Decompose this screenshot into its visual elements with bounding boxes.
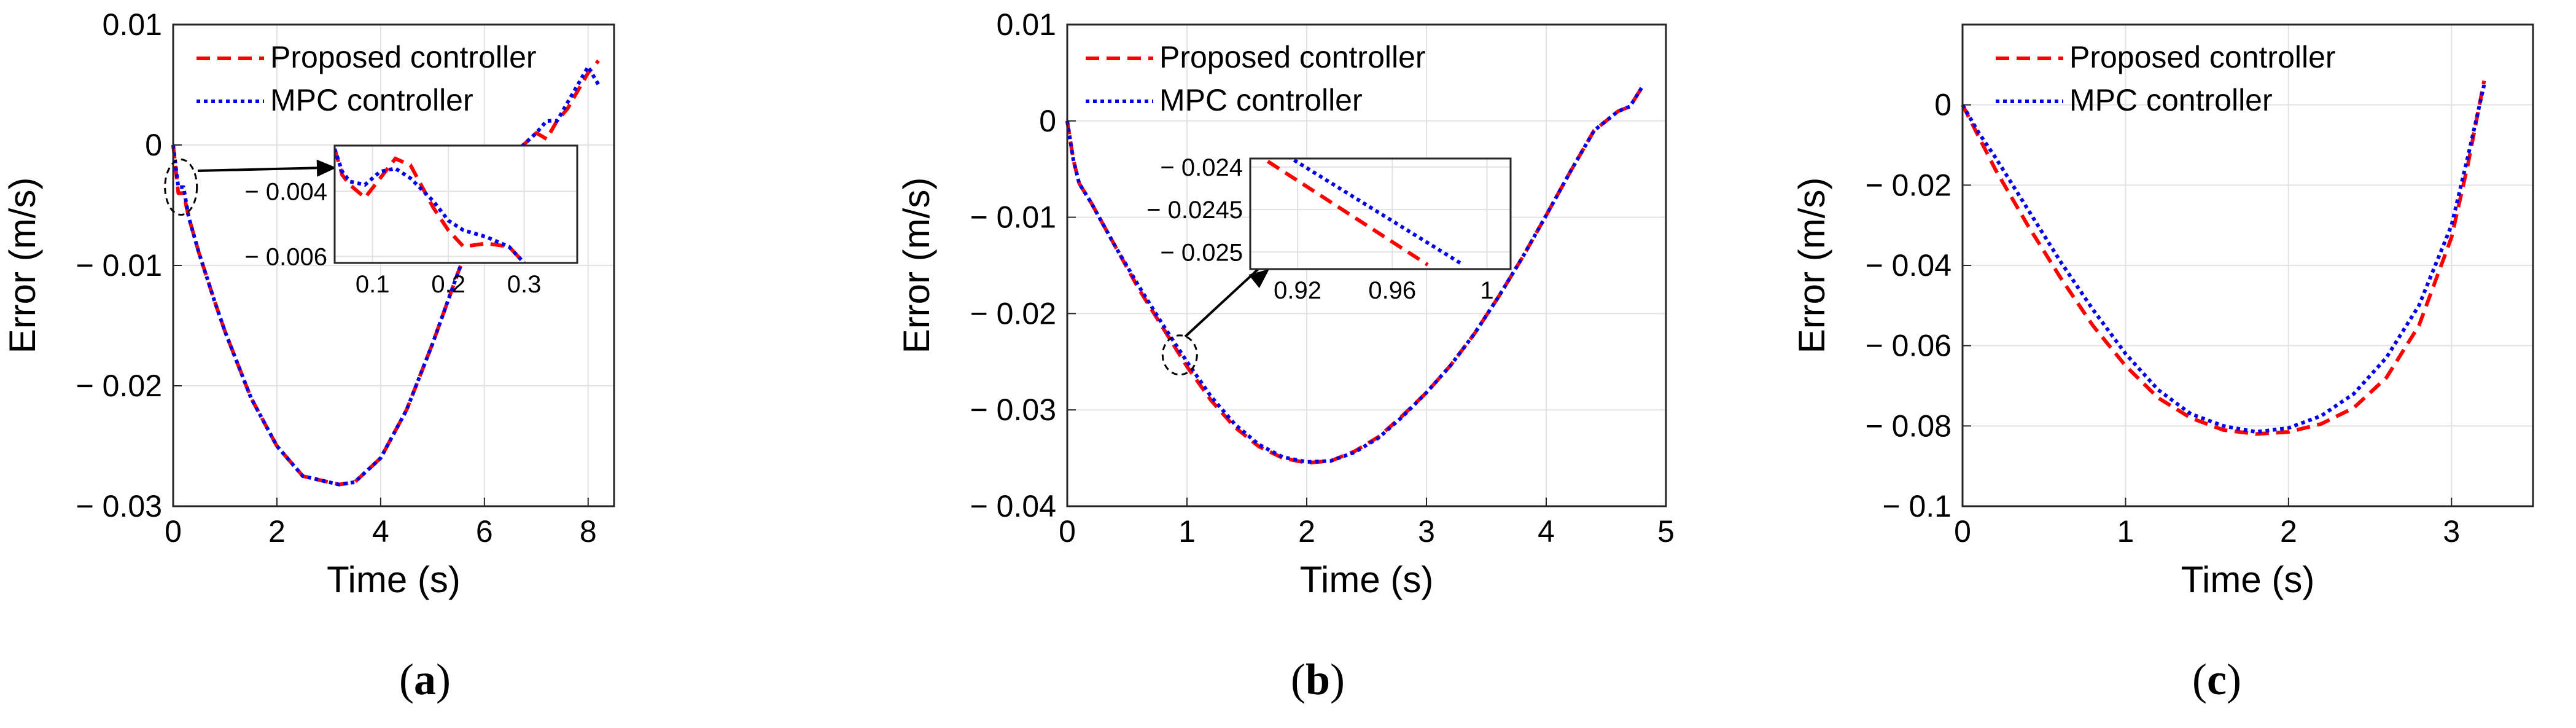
tick-labels: 0 2 4 6 8 − 0.03 − 0.02 − 0.01 0 0.01 [76, 7, 597, 549]
inset-x-tick-label: 0.92 [1274, 277, 1321, 304]
panel-c: 0 1 2 3 − 0.1 − 0.08 − 0.06 − 0.04 − 0.02 0 Time … [1791, 23, 2534, 704]
axes-frame [1066, 23, 1667, 507]
y-tick-label: 0 [1934, 88, 1951, 122]
y-tick-label: − 0.01 [970, 200, 1056, 235]
panel-label: (a) [399, 655, 451, 704]
y-tick-label: − 0.02 [970, 296, 1056, 331]
zoom-arrow-line [197, 166, 326, 172]
x-tick-label: 4 [372, 514, 389, 549]
x-tick-label: 5 [1657, 514, 1675, 549]
panel-label: (c) [2192, 655, 2241, 704]
y-tick-label: − 0.02 [1866, 168, 1951, 202]
series-lines [1065, 86, 1644, 465]
y-tick-label: 0.01 [103, 7, 162, 42]
zoom-annotation [164, 159, 337, 216]
y-axis-label: Error (m/s) [2, 178, 43, 354]
zoom-arrow-line [1184, 268, 1259, 338]
zoom-circle [1161, 334, 1198, 376]
inset-frame [333, 144, 578, 264]
series-lines [1961, 80, 2486, 436]
inset-plot: 0.92 0.96 1 − 0.024 − 0.0245 − 0.025 [1146, 154, 1512, 304]
legend-label-proposed: Proposed controller [1159, 40, 1426, 74]
y-tick-label: − 0.03 [970, 393, 1056, 427]
inset-background [335, 146, 577, 263]
y-tick-label: 0 [145, 128, 162, 162]
inset-x-tick-label: 1 [1480, 277, 1493, 304]
legend-label-proposed: Proposed controller [2069, 40, 2336, 74]
x-tick-label: 0 [165, 514, 182, 549]
inset-x-tick-label: 0.3 [507, 271, 542, 298]
series-lines [171, 59, 601, 487]
x-tick-label: 2 [268, 514, 286, 549]
x-axis-label: Time (s) [327, 559, 461, 600]
inset-y-tick-label: − 0.004 [244, 178, 327, 205]
y-tick-label: − 0.02 [76, 369, 162, 403]
inset-frame [1249, 157, 1512, 270]
y-axis-label: Error (m/s) [896, 178, 937, 354]
x-axis-label: Time (s) [1300, 559, 1434, 600]
inset-x-tick-label: 0.1 [356, 271, 390, 298]
x-tick-label: 1 [1178, 514, 1196, 549]
legend-label-mpc: MPC controller [2069, 83, 2273, 117]
y-tick-label: − 0.1 [1882, 489, 1951, 523]
inset-y-tick-label: − 0.024 [1160, 154, 1243, 181]
panel-letter: b [1306, 655, 1330, 704]
x-tick-label: 2 [1298, 514, 1315, 549]
x-tick-label: 3 [1418, 514, 1435, 549]
inset-series-mpc [1288, 159, 1465, 267]
panel-letter: c [2207, 655, 2227, 704]
inset-y-tick-label: − 0.006 [244, 243, 327, 270]
inset-y-tick-label: − 0.025 [1160, 239, 1243, 266]
x-tick-label: 0 [1954, 514, 1971, 549]
panel-b: 0 1 2 3 4 5 − 0.04 − 0.03 − 0.02 − 0.01 0 0.01 Time… [896, 7, 1675, 704]
y-tick-label: − 0.04 [970, 489, 1056, 523]
legend-label-mpc: MPC controller [270, 83, 473, 117]
inset-series-proposed [1259, 159, 1429, 267]
series-mpc [171, 65, 601, 487]
y-tick-label: − 0.04 [1866, 248, 1951, 283]
x-tick-label: 6 [476, 514, 493, 549]
x-tick-label: 4 [1538, 514, 1555, 549]
zoom-circle [164, 159, 198, 216]
panel-a: 0 2 4 6 8 − 0.03 − 0.02 − 0.01 0 0.01 Time (s) Er… [2, 7, 615, 704]
series-proposed [1065, 86, 1644, 465]
inset-x-tick-label: 0.2 [431, 271, 465, 298]
legend: Proposed controller MPC controller [1086, 40, 1426, 117]
legend: Proposed controller MPC controller [197, 40, 537, 117]
zoom-arrow-head [1248, 269, 1269, 288]
x-tick-label: 1 [2117, 514, 2134, 549]
x-axis-label: Time (s) [2181, 559, 2315, 600]
legend-label-mpc: MPC controller [1159, 83, 1363, 117]
y-tick-label: − 0.03 [76, 489, 162, 523]
inset-plot: 0.1 0.2 0.3 − 0.004 − 0.006 [244, 144, 578, 298]
series-proposed [1961, 80, 2486, 436]
series-mpc [1961, 84, 2486, 434]
inset-series-mpc [335, 148, 526, 263]
y-tick-label: 0 [1039, 104, 1056, 138]
panel-letter: a [414, 655, 436, 704]
tick-labels: 0 1 2 3 4 5 − 0.04 − 0.03 − 0.02 − 0.01 0 0.01 [970, 7, 1675, 549]
y-tick-label: 0.01 [997, 7, 1056, 42]
zoom-arrow-head [316, 159, 337, 177]
legend-label-proposed: Proposed controller [270, 40, 537, 74]
y-axis-label: Error (m/s) [1791, 178, 1832, 354]
inset-series-proposed [335, 148, 526, 263]
inset-x-tick-label: 0.96 [1368, 277, 1416, 304]
panel-label: (b) [1291, 655, 1345, 704]
y-tick-label: − 0.06 [1866, 329, 1951, 363]
y-tick-label: − 0.01 [76, 248, 162, 283]
x-tick-label: 3 [2443, 514, 2460, 549]
legend: Proposed controller MPC controller [1996, 40, 2336, 117]
y-tick-label: − 0.08 [1866, 409, 1951, 443]
series-proposed [171, 59, 600, 487]
inset-y-tick-label: − 0.0245 [1146, 197, 1243, 224]
zoom-annotation [1161, 268, 1269, 376]
x-tick-label: 0 [1059, 514, 1076, 549]
tick-labels: 0 1 2 3 − 0.1 − 0.08 − 0.06 − 0.04 − 0.02 0 [1866, 88, 2461, 549]
x-tick-label: 8 [580, 514, 597, 549]
x-tick-label: 2 [2280, 514, 2297, 549]
